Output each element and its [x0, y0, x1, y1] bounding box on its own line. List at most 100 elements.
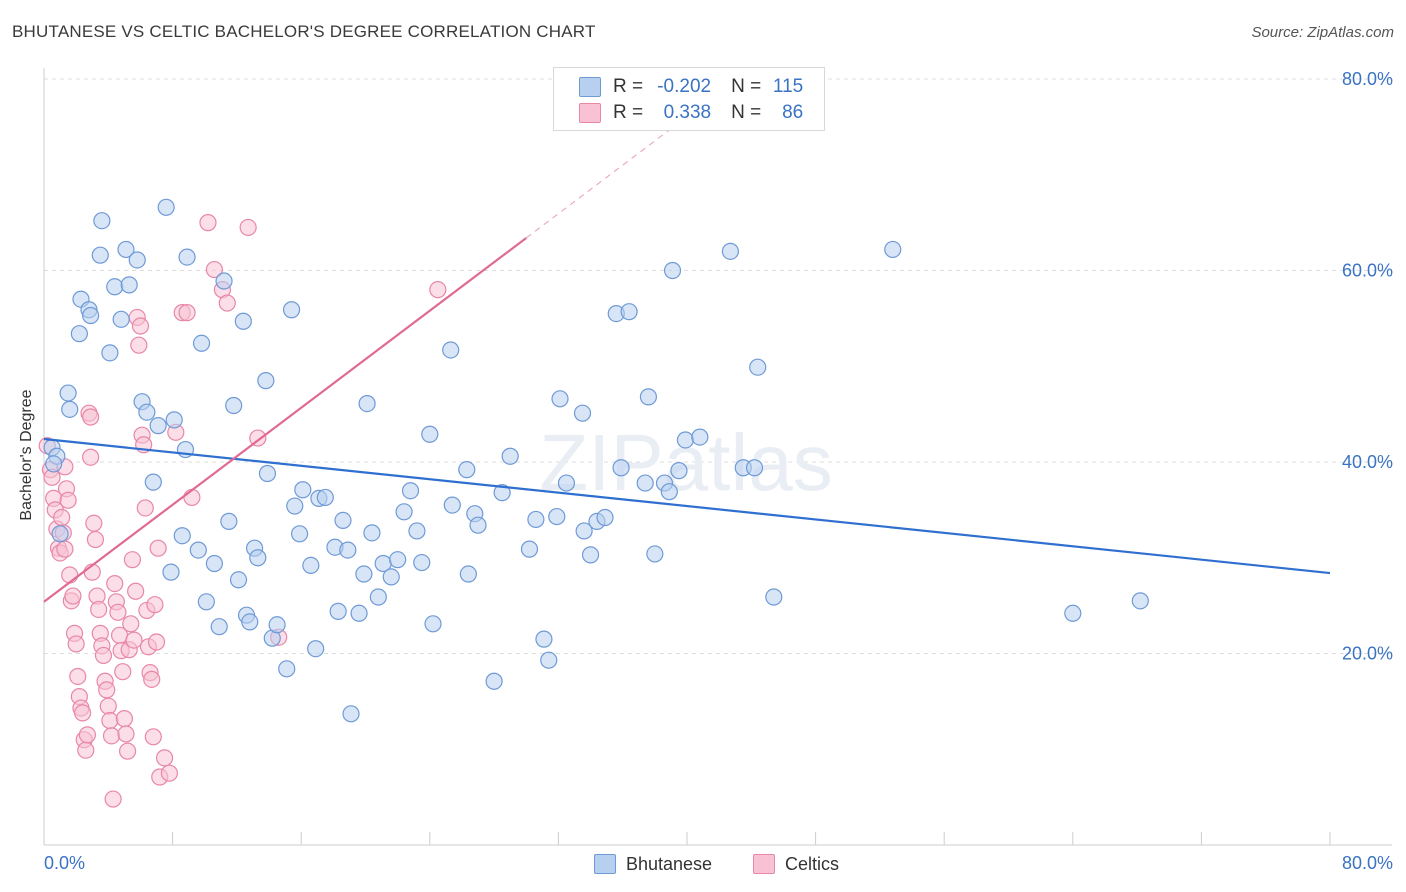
bhutanese-point	[639, 388, 658, 406]
bottom-legend-celtics[interactable]: Celtics	[753, 852, 839, 876]
bhutanese-point	[290, 525, 309, 543]
legend-n-label: N =	[731, 102, 762, 123]
bhutanese-point	[144, 473, 162, 491]
legend-r-label: R =	[613, 76, 644, 97]
bhutanese-point	[234, 312, 252, 330]
bhutanese-point	[149, 417, 167, 435]
celtics-point	[114, 663, 132, 681]
celtics-point	[106, 575, 124, 593]
bhutanese-point	[138, 403, 156, 421]
celtics-point	[123, 551, 142, 569]
bhutanese-point	[358, 394, 376, 413]
trend-lines	[43, 110, 1331, 603]
celtics-point	[239, 218, 257, 237]
bhutanese-point	[413, 553, 431, 572]
gridlines	[44, 78, 1392, 654]
bhutanese-point	[278, 660, 296, 678]
bhutanese-point	[1064, 604, 1082, 622]
bhutanese-point	[91, 246, 109, 264]
x-tick-label: 0.0%	[44, 853, 85, 873]
bhutanese-point	[329, 602, 347, 620]
chart-title: BHUTANESE VS CELTIC BACHELOR'S DEGREE CO…	[12, 22, 596, 41]
bhutanese-point	[535, 630, 553, 648]
celtics-point	[82, 448, 100, 466]
bhutanese-point	[670, 462, 688, 480]
bhutanese-point	[612, 459, 630, 477]
celtics-point	[125, 631, 143, 649]
bhutanese-point	[162, 563, 180, 581]
bhutanese-point	[192, 334, 211, 352]
bhutanese-point	[210, 618, 228, 636]
celtics-point	[144, 728, 162, 746]
celtics-point	[115, 710, 133, 728]
bhutanese-point	[540, 651, 558, 669]
bhutanese-point	[225, 396, 243, 415]
bhutanese-point	[458, 461, 476, 479]
celtics-point	[101, 711, 119, 730]
celtics-point	[178, 304, 196, 322]
bhutanese-point	[93, 212, 111, 230]
celtics-point	[118, 742, 137, 760]
celtics-point	[136, 499, 154, 517]
celtics-point	[77, 741, 95, 759]
bhutanese-point	[575, 522, 593, 540]
bhutanese-points	[43, 198, 1149, 723]
watermark: ZIPatlas	[539, 418, 832, 507]
bhutanese-point	[884, 240, 902, 259]
bhutanese-point	[117, 240, 135, 259]
bhutanese-point	[45, 455, 63, 473]
celtics-point	[160, 764, 178, 782]
bhutanese-point	[660, 483, 678, 501]
celtics-point	[183, 488, 201, 507]
celtics-point	[122, 615, 140, 633]
bhutanese-point	[302, 556, 320, 575]
celtics-point	[82, 408, 100, 426]
legend-r-value: -0.202	[657, 76, 712, 97]
bhutanese-legend-label: Bhutanese	[626, 853, 713, 874]
bhutanese-point	[469, 516, 487, 534]
x-tick-label: 80.0%	[1342, 853, 1393, 873]
bhutanese-point	[82, 306, 100, 325]
bhutanese-point	[339, 541, 357, 559]
celtics-trend-extension	[525, 110, 696, 239]
bhutanese-point	[355, 565, 373, 583]
bhutanese-point	[765, 588, 783, 606]
y-tick-label: 20.0%	[1342, 644, 1393, 664]
correlation-legend: R = -0.202 N = 115 R = 0.338 N = 86	[553, 67, 825, 131]
bhutanese-point	[382, 568, 400, 586]
bhutanese-point	[596, 508, 614, 527]
bottom-legend-bhutanese[interactable]: Bhutanese	[594, 852, 712, 876]
bhutanese-point	[173, 527, 191, 545]
bhutanese-point	[557, 474, 576, 492]
celtics-point	[53, 508, 71, 527]
celtics-point	[149, 539, 167, 557]
bhutanese-point	[442, 341, 460, 359]
bhutanese-point	[220, 512, 238, 530]
celtics-point	[86, 530, 105, 549]
celtics-point	[90, 600, 108, 619]
legend-r-label: R =	[613, 102, 644, 123]
bhutanese-point	[493, 484, 511, 502]
celtics-point	[147, 633, 166, 651]
celtics-point	[131, 317, 150, 335]
bhutanese-point	[229, 571, 248, 589]
tick-labels: 20.0% 40.0% 60.0% 80.0% 0.0% 80.0%	[44, 69, 1393, 873]
celtics-point	[117, 725, 135, 743]
bhutanese-point	[59, 384, 77, 402]
source-label: Source: ZipAtlas.com	[1251, 24, 1394, 41]
celtics-point	[127, 582, 145, 600]
celtics-point	[205, 260, 223, 279]
bhutanese-point	[197, 593, 215, 611]
bhutanese-point	[165, 411, 183, 429]
celtics-points	[38, 214, 447, 808]
bhutanese-point	[676, 431, 694, 449]
celtics-point	[218, 294, 236, 312]
celtics-point	[130, 336, 148, 354]
bhutanese-point	[112, 310, 130, 328]
bhutanese-point	[620, 303, 638, 321]
bhutanese-point	[101, 344, 119, 362]
bhutanese-point	[389, 551, 407, 569]
legend-n-value: 86	[782, 102, 804, 123]
y-tick-label: 80.0%	[1342, 69, 1393, 89]
